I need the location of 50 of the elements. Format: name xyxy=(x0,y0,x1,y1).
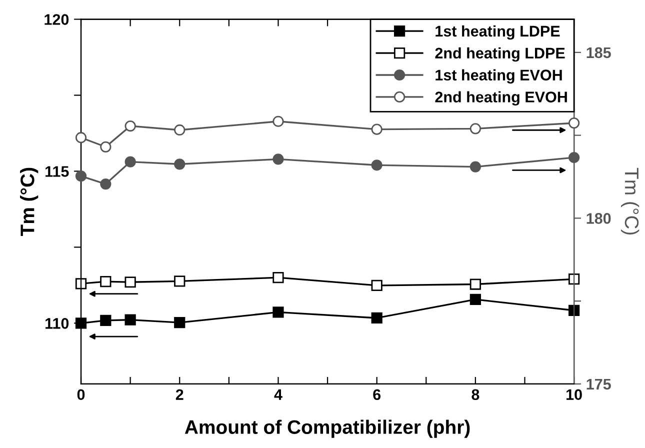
y2-tick-label: 180 xyxy=(586,213,611,224)
y2-tick-label: 175 xyxy=(586,378,611,390)
point xyxy=(174,124,186,136)
x-tick-label: 0 xyxy=(77,389,85,400)
point xyxy=(568,304,580,316)
point xyxy=(100,314,112,326)
point xyxy=(568,117,580,129)
point xyxy=(470,294,481,306)
legend-label: 2nd heating LDPE xyxy=(435,47,565,62)
point xyxy=(470,123,481,134)
y-tick-label: 110 xyxy=(46,318,69,329)
y-tick-label: 120 xyxy=(44,14,69,25)
point xyxy=(174,158,186,170)
y-axis-title: Tm (°C) xyxy=(20,168,38,236)
legend-label: 1st heating LDPE xyxy=(436,25,560,40)
point xyxy=(371,280,382,292)
point xyxy=(371,312,382,324)
point xyxy=(174,316,186,328)
x-tick-label: 2 xyxy=(176,389,184,400)
legend-label: 2nd heating EVOH xyxy=(435,91,567,106)
x-tick-label: 10 xyxy=(566,389,582,400)
x-axis-title: Amount of Compatibilizer (phr) xyxy=(184,420,470,438)
x-tick-label: 6 xyxy=(373,389,381,400)
point xyxy=(100,178,112,190)
point xyxy=(272,154,284,165)
point xyxy=(272,116,284,127)
point xyxy=(371,124,382,135)
point xyxy=(75,132,87,144)
x-tick-label: 8 xyxy=(472,389,480,400)
point xyxy=(568,152,580,164)
point xyxy=(470,278,481,290)
y-tick-label: 115 xyxy=(46,166,69,177)
legend-label: 1st heating EVOH xyxy=(436,69,562,84)
point xyxy=(470,161,481,172)
y2-axis-title: Tm (°C) xyxy=(621,168,640,235)
point xyxy=(124,156,136,168)
point xyxy=(124,276,136,288)
point xyxy=(75,278,87,290)
point xyxy=(124,120,136,132)
point xyxy=(100,141,112,152)
point xyxy=(100,276,112,288)
point xyxy=(371,160,382,171)
point xyxy=(272,306,284,318)
point xyxy=(124,314,136,326)
point xyxy=(75,170,87,182)
point xyxy=(272,272,284,284)
point xyxy=(568,274,580,285)
x-tick-label: 4 xyxy=(274,389,282,400)
y2-tick-label: 185 xyxy=(586,47,611,58)
point xyxy=(174,276,186,287)
